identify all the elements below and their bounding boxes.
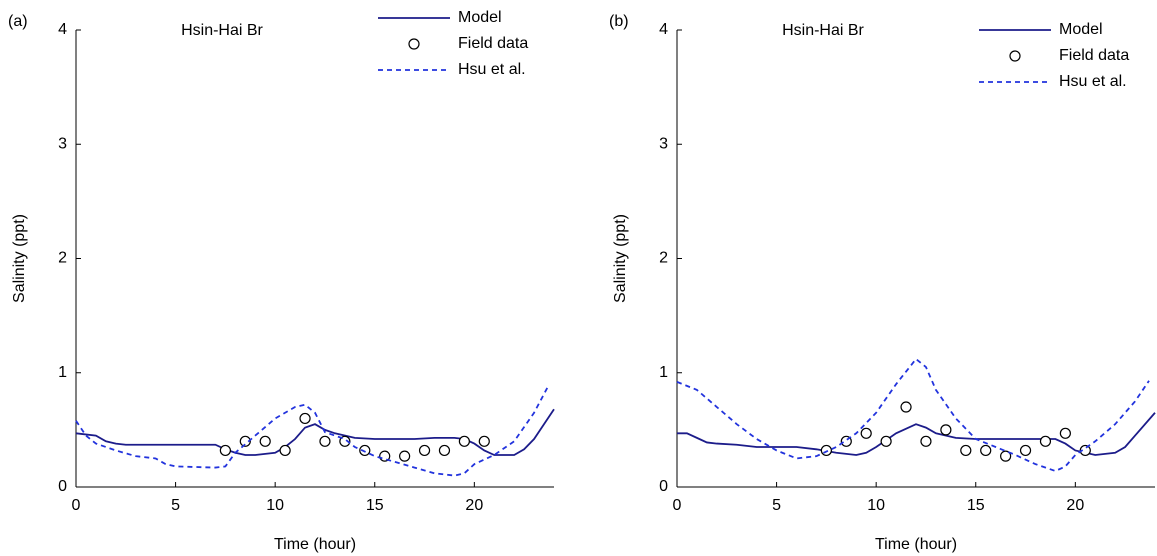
x-tick-label: 10 [266, 497, 284, 514]
y-tick-label: 2 [659, 250, 668, 267]
data-point [1000, 450, 1012, 462]
x-tick-label: 15 [967, 497, 985, 514]
data-point [359, 444, 371, 457]
chart-title: Hsin-Hai Br [181, 22, 263, 39]
legend-marker [408, 38, 420, 50]
data-point [438, 444, 451, 457]
data-point [940, 424, 952, 436]
data-point [820, 444, 832, 457]
x-tick-label: 10 [867, 497, 885, 514]
data-point [259, 435, 271, 447]
data-point [1079, 444, 1091, 457]
y-tick-label: 1 [659, 364, 668, 381]
data-point [239, 435, 251, 447]
series-line [676, 357, 1150, 472]
x-tick-label: 0 [72, 497, 81, 514]
panel-label: (b) [609, 13, 629, 30]
y-axis-label: Salinity (ppt) [11, 214, 28, 303]
data-point [299, 412, 311, 425]
panel-label: (a) [8, 13, 28, 30]
series-line [75, 386, 549, 477]
data-point [1059, 427, 1071, 439]
x-tick-label: 15 [366, 497, 384, 514]
x-tick-label: 5 [171, 497, 180, 514]
x-tick-label: 5 [772, 497, 781, 514]
y-tick-label: 2 [58, 250, 67, 267]
data-point [900, 401, 912, 413]
legend-marker [1009, 50, 1021, 62]
data-point [860, 427, 872, 439]
y-tick-label: 3 [659, 135, 668, 152]
data-point [458, 435, 470, 447]
data-point [478, 435, 490, 447]
x-axis-label: Time (hour) [875, 536, 957, 553]
y-tick-label: 4 [659, 21, 668, 38]
series-line [75, 408, 555, 456]
legend-label: Hsu et al. [458, 61, 526, 78]
legend-label: Field data [1059, 47, 1129, 64]
legend-label: Field data [458, 35, 528, 52]
data-point [1019, 444, 1032, 457]
x-tick-label: 20 [465, 497, 483, 514]
y-axis-label: Salinity (ppt) [612, 214, 629, 303]
data-point [1039, 435, 1052, 447]
y-tick-label: 3 [58, 135, 67, 152]
x-tick-label: 0 [673, 497, 682, 514]
data-point [920, 435, 932, 447]
y-tick-label: 4 [58, 21, 67, 38]
legend-label: Model [1059, 21, 1103, 38]
data-point [980, 444, 992, 457]
data-point [319, 435, 331, 447]
y-tick-label: 0 [58, 478, 67, 495]
data-point [418, 444, 431, 457]
data-point [279, 444, 291, 457]
data-point [880, 435, 892, 447]
data-point [399, 450, 411, 462]
y-tick-label: 0 [659, 478, 668, 495]
x-tick-label: 20 [1066, 497, 1084, 514]
x-axis-label: Time (hour) [274, 536, 356, 553]
legend-label: Hsu et al. [1059, 73, 1127, 90]
chart-title: Hsin-Hai Br [782, 22, 864, 39]
legend-label: Model [458, 9, 502, 26]
data-point [960, 444, 972, 457]
data-point [219, 444, 231, 457]
y-tick-label: 1 [58, 364, 67, 381]
